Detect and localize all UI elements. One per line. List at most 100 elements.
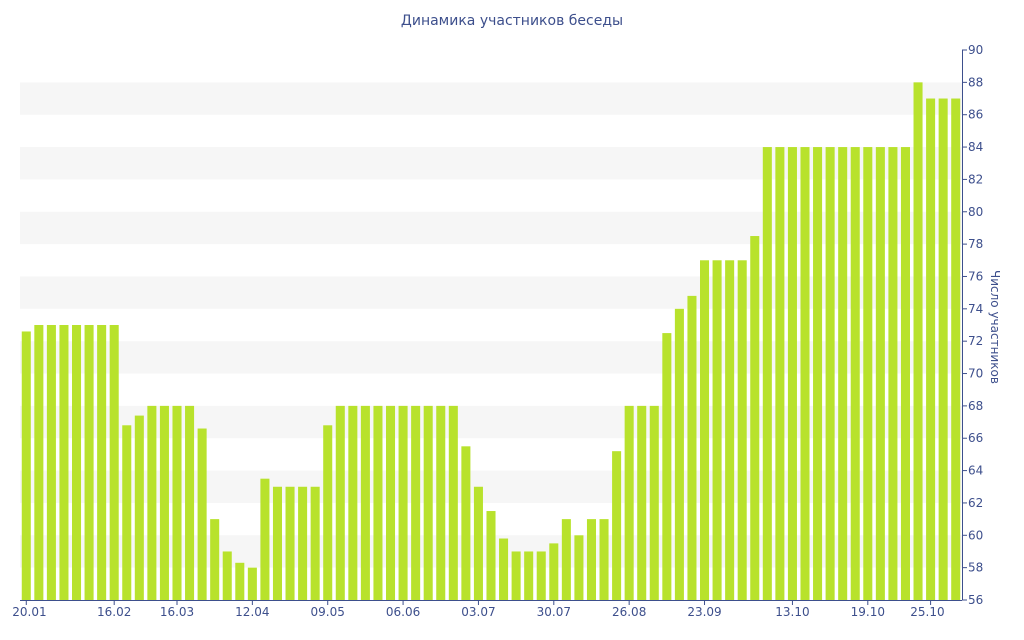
bar bbox=[712, 260, 722, 600]
bar bbox=[549, 543, 559, 600]
y-tick-label: 60 bbox=[968, 528, 983, 542]
bar bbox=[398, 405, 408, 600]
bar bbox=[687, 295, 697, 600]
x-tick-label: 09.05 bbox=[311, 605, 345, 619]
bar bbox=[72, 325, 82, 600]
bar bbox=[787, 147, 797, 600]
bar bbox=[725, 260, 735, 600]
x-tick-label: 03.07 bbox=[461, 605, 495, 619]
bar bbox=[461, 446, 471, 600]
bar bbox=[436, 405, 446, 600]
bar bbox=[247, 567, 257, 600]
bar bbox=[561, 519, 571, 600]
x-tick-label: 12.04 bbox=[235, 605, 269, 619]
bar bbox=[84, 325, 94, 600]
bar bbox=[926, 98, 936, 600]
y-tick-label: 90 bbox=[968, 43, 983, 57]
bar bbox=[348, 405, 358, 600]
y-tick-label: 68 bbox=[968, 399, 983, 413]
y-tick-label: 84 bbox=[968, 140, 983, 154]
bar bbox=[486, 511, 496, 600]
y-tick-label: 82 bbox=[968, 172, 983, 186]
y-tick-label: 62 bbox=[968, 496, 983, 510]
bar bbox=[875, 147, 885, 600]
bar bbox=[838, 147, 848, 600]
y-tick-label: 78 bbox=[968, 237, 983, 251]
bar bbox=[97, 325, 107, 600]
y-tick-label: 76 bbox=[968, 269, 983, 283]
bar bbox=[850, 147, 860, 600]
bar bbox=[499, 538, 509, 600]
y-tick-label: 70 bbox=[968, 367, 983, 381]
bar bbox=[197, 428, 207, 600]
bar bbox=[59, 325, 69, 600]
x-tick-label: 16.03 bbox=[160, 605, 194, 619]
bar bbox=[335, 405, 345, 600]
y-axis-label: Число участников bbox=[988, 270, 1002, 384]
bar bbox=[386, 405, 396, 600]
y-tick-label: 64 bbox=[968, 464, 983, 478]
bar bbox=[423, 405, 433, 600]
bar bbox=[900, 147, 910, 600]
bar bbox=[649, 405, 659, 600]
bar bbox=[411, 405, 421, 600]
x-tick-label: 16.02 bbox=[97, 605, 131, 619]
y-tick-label: 80 bbox=[968, 205, 983, 219]
bar bbox=[800, 147, 810, 600]
bar bbox=[624, 405, 634, 600]
y-axis-label-wrap: Число участников bbox=[988, 270, 1004, 384]
bar bbox=[360, 405, 370, 600]
bar bbox=[323, 425, 333, 600]
x-tick-label: 23.09 bbox=[687, 605, 721, 619]
bar bbox=[637, 405, 647, 600]
bar bbox=[272, 486, 282, 600]
bar bbox=[913, 82, 923, 601]
x-tick-label: 30.07 bbox=[537, 605, 571, 619]
y-tick-label: 86 bbox=[968, 108, 983, 122]
bar bbox=[172, 405, 182, 600]
bar bbox=[586, 519, 596, 600]
y-tick-label: 74 bbox=[968, 302, 983, 316]
x-tick-label: 20.01 bbox=[12, 605, 46, 619]
bar bbox=[700, 260, 710, 600]
bar bbox=[235, 562, 245, 600]
y-tick-label: 88 bbox=[968, 75, 983, 89]
chart-title: Динамика участников беседы bbox=[400, 13, 624, 29]
bar bbox=[373, 405, 383, 600]
bar bbox=[574, 535, 584, 600]
bar bbox=[310, 486, 320, 600]
y-tick-label: 72 bbox=[968, 334, 983, 348]
bar bbox=[298, 486, 308, 600]
bar bbox=[159, 405, 169, 600]
bar bbox=[536, 551, 546, 600]
y-tick-label: 56 bbox=[968, 593, 983, 607]
bar bbox=[612, 451, 622, 600]
bar bbox=[825, 147, 835, 600]
bar bbox=[662, 333, 672, 600]
bar bbox=[737, 260, 747, 600]
bar bbox=[938, 98, 948, 600]
bar bbox=[813, 147, 823, 600]
x-tick-label: 13.10 bbox=[775, 605, 809, 619]
bar bbox=[863, 147, 873, 600]
bar bbox=[750, 236, 760, 600]
y-tick-label: 66 bbox=[968, 431, 983, 445]
x-tick-label: 19.10 bbox=[851, 605, 885, 619]
x-tick-label: 26.08 bbox=[612, 605, 646, 619]
bar bbox=[109, 325, 119, 600]
bar bbox=[511, 551, 521, 600]
bar bbox=[34, 325, 44, 600]
bar bbox=[775, 147, 785, 600]
bar bbox=[46, 325, 56, 600]
bar bbox=[122, 425, 132, 600]
bar bbox=[21, 331, 31, 600]
bar bbox=[285, 486, 295, 600]
bar bbox=[185, 405, 195, 600]
bar bbox=[674, 308, 684, 600]
bar bbox=[147, 405, 157, 600]
bar bbox=[210, 519, 220, 600]
bar bbox=[599, 519, 609, 600]
bar bbox=[473, 486, 483, 600]
bar bbox=[260, 478, 270, 600]
